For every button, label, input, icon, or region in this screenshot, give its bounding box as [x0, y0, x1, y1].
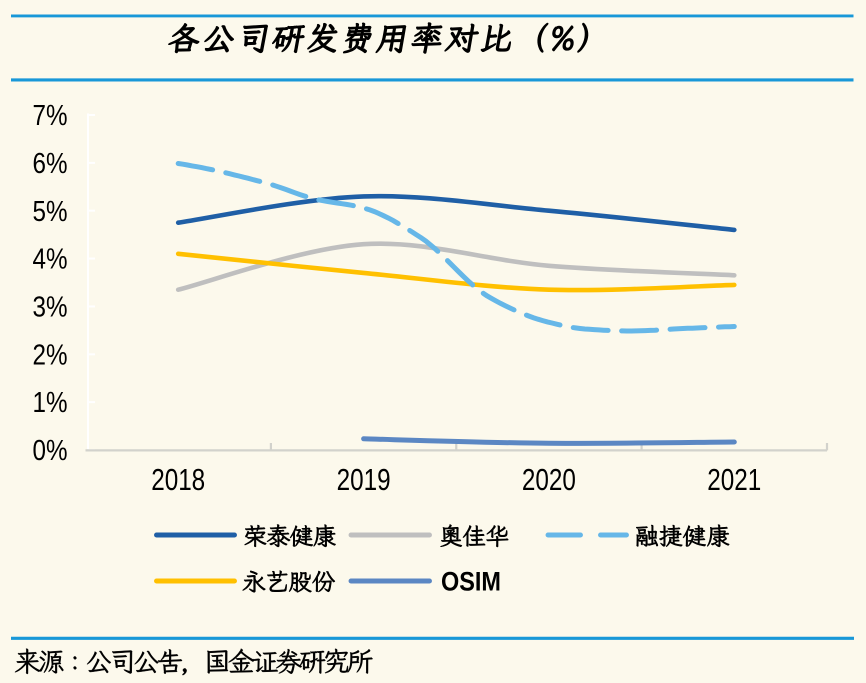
svg-text:1%: 1%: [33, 387, 68, 419]
svg-text:2020: 2020: [522, 462, 576, 497]
svg-text:5%: 5%: [33, 196, 68, 228]
svg-text:2018: 2018: [151, 462, 205, 497]
svg-text:2%: 2%: [33, 339, 68, 371]
svg-text:6%: 6%: [33, 148, 68, 180]
svg-text:OSIM: OSIM: [441, 567, 501, 597]
svg-text:2019: 2019: [337, 462, 391, 497]
svg-text:2021: 2021: [707, 462, 761, 497]
svg-text:3%: 3%: [33, 292, 68, 324]
svg-text:7%: 7%: [33, 100, 68, 132]
svg-text:0%: 0%: [33, 435, 68, 467]
svg-text:4%: 4%: [33, 244, 68, 276]
